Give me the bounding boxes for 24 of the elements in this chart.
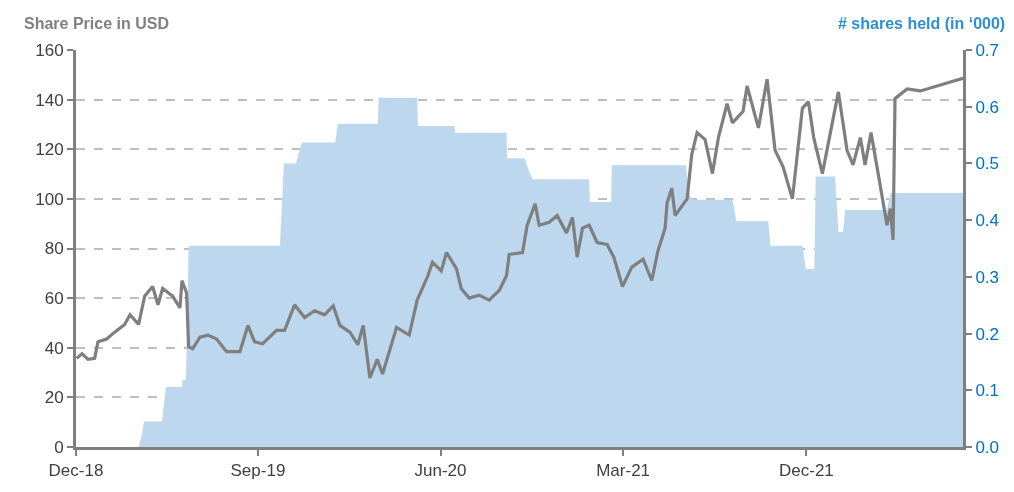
y-tick-label: 80 xyxy=(44,239,64,259)
y2-tick-label: 0.4 xyxy=(975,211,1000,231)
x-tick-label: Mar-21 xyxy=(596,461,651,481)
y-axis-title: Share Price in USD xyxy=(24,15,169,32)
y2-axis-title: # shares held (in ‘000) xyxy=(838,15,1006,32)
y-tick-label: 20 xyxy=(44,388,64,408)
x-tick-label: Sep-19 xyxy=(230,461,286,481)
y2-tick-label: 0.7 xyxy=(975,40,1000,60)
y2-tick-label: 0.5 xyxy=(975,154,1000,174)
y2-tick-label: 0.3 xyxy=(975,267,1000,287)
y2-tick-label: 0.2 xyxy=(975,324,1000,344)
y-tick-label: 40 xyxy=(44,338,64,358)
y-tick-label: 120 xyxy=(35,140,64,160)
x-tick-label: Dec-18 xyxy=(48,461,104,481)
y-tick-label: 0 xyxy=(54,437,64,457)
y-tick-label: 100 xyxy=(35,189,64,209)
x-tick-label: Dec-21 xyxy=(778,461,834,481)
y2-tick-label: 0.0 xyxy=(975,437,1000,457)
y-tick-label: 160 xyxy=(35,40,64,60)
y-tick-label: 140 xyxy=(35,90,64,110)
y-tick-label: 60 xyxy=(44,289,64,309)
y2-tick-label: 0.1 xyxy=(975,381,1000,401)
y2-tick-label: 0.6 xyxy=(975,97,1000,117)
x-tick-label: Jun-20 xyxy=(414,461,467,481)
